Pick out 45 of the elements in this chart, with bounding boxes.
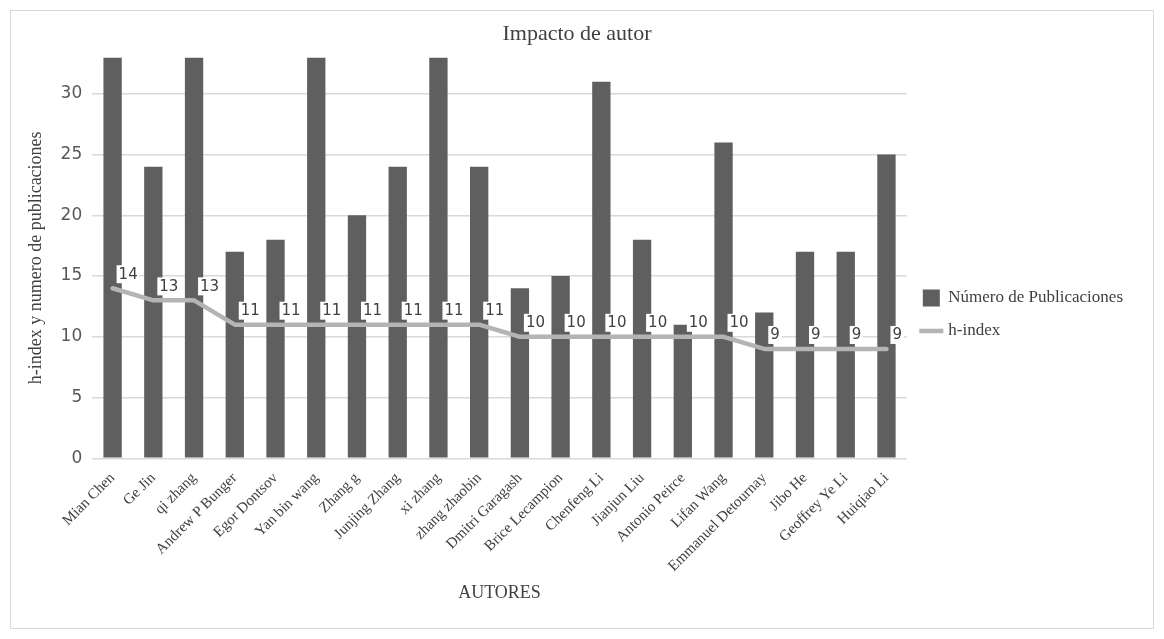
data-label: 13 [200,276,220,295]
bar [144,166,163,458]
y-tick-label: 5 [71,385,83,406]
data-label: 11 [281,301,301,320]
data-label: 14 [118,264,138,283]
x-tick-label: Ge Jin [119,468,159,508]
data-label: 10 [607,313,627,332]
bar [266,239,285,458]
data-label: 9 [770,325,780,344]
bar [429,57,448,458]
data-label: 9 [851,325,862,344]
data-label: 10 [688,313,708,332]
y-tick-label: 30 [60,82,83,103]
bar [103,57,122,458]
data-label: 10 [648,313,668,332]
bar [592,81,611,458]
data-label: 10 [729,313,749,332]
data-label: 13 [159,276,179,295]
x-axis-title: AUTORES [458,581,541,602]
y-tick-label: 0 [71,446,83,467]
data-label: 11 [322,301,342,320]
data-label: 10 [525,313,545,332]
y-tick-label: 20 [60,203,83,224]
legend-label: Número de Publicaciones [948,287,1124,307]
bar [673,324,692,458]
y-tick-label: 10 [60,325,83,346]
data-label: 11 [444,301,464,320]
data-label: 9 [892,325,903,344]
y-tick-label: 25 [60,143,83,164]
y-axis-title: h-index y numero de publicaciones [24,131,45,385]
bar [388,166,407,458]
data-label: 11 [403,301,423,320]
data-label: 11 [485,301,505,320]
data-label: 11 [240,301,260,320]
data-label: 9 [811,325,821,344]
data-label: 10 [566,313,586,332]
bar [551,276,570,458]
bar [225,251,244,458]
y-tick-label: 15 [60,264,83,285]
bar [470,166,489,458]
legend-label: h-index [948,320,1001,340]
chart-title: Impacto de autor [502,19,653,45]
data-label: 11 [362,301,383,320]
bar [714,142,733,458]
bar [307,57,326,458]
